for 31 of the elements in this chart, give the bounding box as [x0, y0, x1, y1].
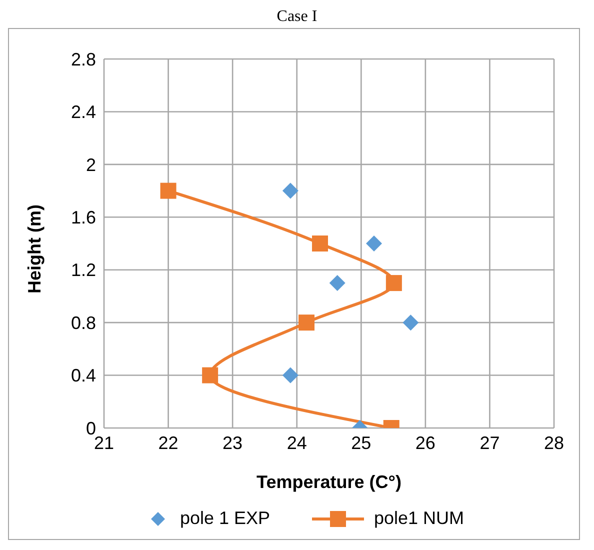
y-tick-label: 2.8 [70, 49, 96, 70]
x-tick-label: 25 [351, 432, 372, 453]
x-tick-label: 23 [222, 432, 243, 453]
point [329, 275, 346, 292]
x-axis-title: Temperature (C°) [256, 472, 402, 492]
legend-label: pole 1 EXP [180, 508, 270, 529]
point [386, 275, 402, 292]
point [402, 314, 419, 331]
y-tick-label: 1.6 [70, 208, 96, 228]
x-tick-label: 22 [158, 432, 178, 453]
point [202, 367, 218, 384]
point [282, 367, 298, 384]
x-tick-label: 24 [286, 432, 307, 453]
y-tick-label: 1.2 [70, 260, 96, 280]
x-tick-label: 28 [544, 432, 564, 453]
point [366, 236, 382, 252]
y-axis-title: Height (m) [24, 204, 44, 294]
y-tick-label: 0 [86, 418, 96, 438]
point [298, 314, 314, 331]
point [312, 236, 328, 252]
point [282, 182, 298, 199]
x-tick-label: 26 [415, 432, 436, 453]
y-tick-label: 2 [86, 154, 96, 175]
x-tick-label: 27 [480, 432, 500, 453]
y-tick-label: 0.8 [70, 312, 96, 333]
y-tick-label: 0.4 [70, 366, 96, 386]
y-tick-label: 2.4 [70, 102, 96, 122]
chart-title: Case I [276, 8, 318, 27]
x-tick-label: 21 [94, 432, 114, 453]
legend-label: pole1 NUM [374, 508, 464, 529]
point [160, 182, 176, 199]
